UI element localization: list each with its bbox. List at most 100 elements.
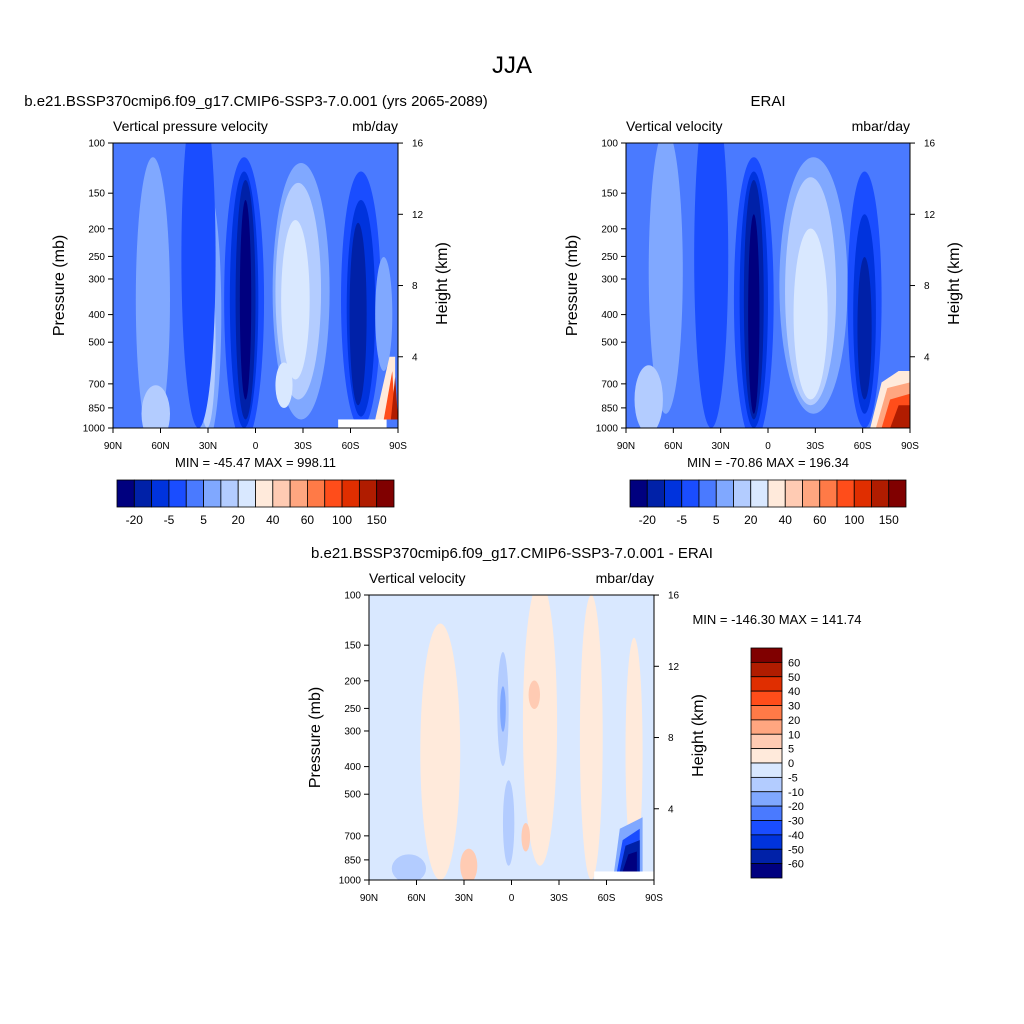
y-tick-label: 850 [601, 403, 618, 414]
colorbar-label: 100 [844, 513, 864, 527]
colorbar-cell [750, 834, 783, 850]
right-string: mbar/day [596, 570, 654, 586]
colorbar-label: 150 [367, 513, 387, 527]
x-tick-label: 60N [407, 893, 425, 904]
colorbar-cell [358, 479, 378, 508]
min-max-stats: MIN = -70.86 MAX = 196.34 [687, 455, 849, 470]
colorbar-cell [750, 791, 783, 807]
y-tick-label: 150 [88, 189, 105, 200]
y-tick-label: 150 [344, 641, 361, 652]
y2-tick-label: 8 [412, 281, 418, 292]
x-tick-label: 90N [617, 441, 635, 452]
contour-region [521, 823, 531, 852]
y2-axis-label: Height (km) [690, 694, 707, 777]
y-tick-label: 300 [88, 274, 105, 285]
colorbar-cell [750, 776, 783, 793]
contour-region [281, 219, 310, 380]
left-string: Vertical velocity [626, 118, 722, 134]
x-tick-label: 30S [806, 441, 824, 452]
colorbar-cell [802, 479, 821, 508]
colorbar-cell [871, 479, 890, 508]
colorbar-label: -50 [788, 844, 804, 856]
contour-region [181, 143, 216, 428]
colorbar-cell [289, 479, 308, 508]
x-tick-label: 0 [509, 893, 515, 904]
y-tick-label: 150 [601, 189, 618, 200]
colorbar-cell [750, 661, 783, 678]
colorbar-cell [750, 748, 783, 764]
colorbar-cell [750, 820, 783, 836]
colorbar-label: 60 [813, 513, 827, 527]
colorbar-label: 5 [713, 513, 720, 527]
colorbar-cell [853, 479, 872, 508]
panel-3: b.e21.BSSP370cmip6.f09_g17.CMIP6-SSP3-7.… [307, 545, 862, 904]
colorbar-label: 60 [301, 513, 315, 527]
colorbar-cell [324, 479, 343, 508]
contour-region [648, 143, 683, 414]
y2-axis-label: Height (km) [434, 242, 451, 325]
colorbar-cell [733, 479, 752, 508]
contour-region [890, 405, 910, 428]
colorbar-cell [750, 863, 783, 879]
y-tick-label: 850 [344, 855, 361, 866]
y2-tick-label: 4 [668, 804, 674, 815]
colorbar-label: 60 [788, 657, 800, 669]
y-tick-label: 500 [601, 338, 618, 349]
colorbar-label: -10 [788, 787, 804, 799]
colorbar-cell [784, 479, 803, 508]
contour-region [141, 385, 170, 428]
colorbar-cell [888, 479, 907, 508]
y-tick-label: 700 [88, 379, 105, 390]
colorbar-cell [750, 762, 783, 778]
missing-data-region [338, 419, 387, 428]
colorbar-label: -5 [164, 513, 175, 527]
colorbar: -20 -5 5 20 40 60 100 150 [629, 479, 907, 527]
y-tick-label: 500 [88, 338, 105, 349]
y-tick-label: 250 [88, 252, 105, 263]
y2-tick-label: 8 [668, 733, 674, 744]
colorbar-label: -5 [676, 513, 687, 527]
y-tick-label: 200 [344, 676, 361, 687]
colorbar-cell [836, 479, 855, 508]
x-tick-label: 0 [253, 441, 259, 452]
colorbar-cell [750, 647, 783, 663]
colorbar-cell [750, 719, 783, 735]
colorbar-cell [341, 479, 360, 508]
y-tick-label: 700 [601, 379, 618, 390]
colorbar-label: -5 [788, 772, 798, 784]
colorbar-label: 20 [232, 513, 246, 527]
colorbar-label: 20 [788, 715, 800, 727]
colorbar-label: 10 [788, 729, 800, 741]
y2-tick-label: 8 [924, 281, 930, 292]
min-max-stats: MIN = -45.47 MAX = 998.11 [175, 455, 336, 470]
y2-tick-label: 12 [412, 210, 424, 221]
y-tick-label: 500 [344, 790, 361, 801]
y-tick-label: 850 [88, 403, 105, 414]
colorbar-cell [629, 479, 648, 508]
contour-region [502, 780, 515, 866]
colorbar-cell [750, 479, 769, 508]
right-string: mb/day [352, 118, 398, 134]
y-tick-label: 700 [344, 831, 361, 842]
colorbar-label: 20 [744, 513, 758, 527]
colorbar-label: 150 [879, 513, 899, 527]
colorbar-cell [168, 479, 187, 508]
colorbar-label: 0 [788, 758, 794, 770]
colorbar-label: 50 [788, 672, 800, 684]
y-tick-label: 100 [344, 591, 361, 602]
colorbar-cell [698, 479, 717, 508]
contour-region [857, 257, 872, 400]
colorbar-label: -30 [788, 816, 804, 828]
colorbar-cell [750, 848, 783, 865]
left-string: Vertical velocity [369, 570, 465, 586]
y-tick-label: 400 [344, 762, 361, 773]
y2-tick-label: 16 [412, 139, 424, 150]
colorbar-label: 40 [266, 513, 280, 527]
min-max-stats: MIN = -146.30 MAX = 141.74 [692, 612, 861, 627]
contour-region [522, 595, 558, 866]
x-tick-label: 30S [550, 893, 568, 904]
colorbar-label: -20 [126, 513, 144, 527]
x-tick-label: 90S [645, 893, 663, 904]
